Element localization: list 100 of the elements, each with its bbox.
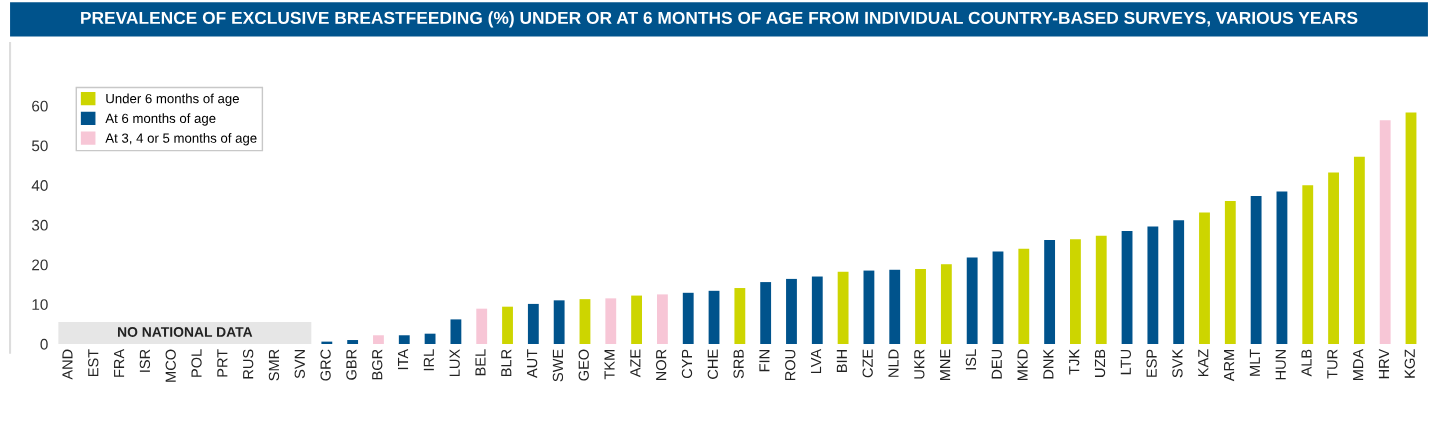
bar (373, 335, 384, 344)
x-tick-label: SVN (294, 350, 305, 379)
x-tick-label: DNK (1043, 349, 1054, 379)
bar (734, 288, 746, 344)
bar (347, 340, 359, 344)
bar (1405, 112, 1417, 344)
bar (760, 282, 772, 344)
bar (1224, 201, 1236, 344)
x-tick-label: MNE (940, 349, 951, 381)
bar (940, 264, 952, 344)
bar (786, 278, 797, 344)
x-tick-label: FIN (759, 350, 770, 372)
x-tick-label: SVK (1172, 349, 1183, 378)
bar (1276, 191, 1288, 344)
x-tick-label: FRA (114, 348, 125, 377)
x-tick-label: GRC (320, 349, 331, 381)
x-tick-label: PRT (217, 349, 228, 377)
x-tick-label: ESP (1146, 349, 1157, 377)
bar (1353, 156, 1365, 344)
bar (708, 290, 720, 344)
bar (631, 295, 643, 344)
bar (1147, 226, 1159, 344)
bar (811, 276, 823, 344)
x-tick-label: ISL (965, 349, 977, 370)
bar (837, 271, 849, 344)
bar (1250, 195, 1262, 344)
legend-label: Under 6 months of age (106, 93, 239, 106)
bar (1095, 235, 1107, 344)
legend-label: At 3, 4 or 5 months of age (105, 133, 257, 146)
x-tick-label: KAZ (1198, 349, 1209, 377)
x-tick-label: BIH (836, 350, 847, 372)
legend-label: At 6 months of age (105, 113, 216, 126)
bar (682, 292, 694, 344)
x-tick-label: BEL (475, 349, 486, 376)
x-tick-label: BGR (372, 349, 383, 380)
bar (1173, 220, 1185, 344)
x-tick-label: RUS (242, 349, 254, 379)
bar (1121, 230, 1133, 344)
bar (1044, 240, 1056, 344)
x-tick-label: CZE (862, 349, 873, 378)
bar (1328, 172, 1339, 344)
x-tick-label: NLD (888, 349, 899, 377)
x-tick-label: SWE (552, 349, 564, 382)
bar (605, 298, 617, 344)
bar (553, 300, 565, 344)
x-tick-label: ROU (785, 349, 796, 381)
x-tick-label: HRV (1378, 348, 1389, 379)
x-tick-label: GEO (578, 349, 589, 381)
x-tick-label: ALB (1301, 349, 1312, 377)
x-tick-label: LTU (1120, 349, 1131, 375)
chart-title: PREVALENCE OF EXCLUSIVE BREASTFEEDING (%) UNDER OR AT 6 MONTHS OF AGE FROM INDIVIDUAL COUNTRY-BASED SURVEYS, VARIOUS YEARS (81, 11, 1358, 28)
x-tick-label: TUR (1327, 349, 1338, 379)
bar (1018, 248, 1030, 344)
x-tick-label: KGZ (1404, 349, 1415, 378)
bar (1199, 212, 1210, 344)
bar (424, 333, 436, 344)
x-tick-label: EST (88, 349, 99, 377)
bar (527, 303, 539, 344)
x-tick-label: LVA (811, 348, 822, 374)
x-tick-label: BLR (501, 349, 512, 377)
x-tick-label: ISR (139, 349, 151, 372)
x-tick-label: UZB (1094, 349, 1106, 377)
x-tick-label: AUT (527, 349, 538, 378)
x-tick-label: AND (62, 349, 73, 380)
bar (476, 308, 488, 344)
x-tick-label: AZE (630, 349, 641, 378)
x-tick-label: SMR (268, 349, 280, 381)
x-tick-label: UKR (914, 349, 925, 379)
x-tick-label: POL (191, 349, 202, 377)
x-tick-label: IRL (423, 349, 434, 371)
bar (398, 335, 410, 344)
y-tick-label: 10 (32, 299, 48, 310)
x-tick-label: GBR (346, 349, 357, 380)
y-tick-label: 30 (31, 219, 48, 231)
x-tick-label: ARM (1224, 350, 1235, 382)
x-tick-label: TKM (604, 350, 615, 380)
x-tick-label: SRB (733, 349, 744, 379)
bar (992, 251, 1004, 344)
y-tick-label: 50 (31, 140, 48, 152)
bar (889, 269, 901, 344)
bar (502, 306, 513, 344)
x-tick-label: MKD (1017, 349, 1028, 381)
x-tick-label: MDA (1353, 348, 1364, 381)
bar (656, 294, 668, 344)
x-tick-label: CYP (681, 349, 693, 379)
y-tick-label: 40 (31, 180, 48, 191)
bar (1302, 185, 1314, 344)
bar (863, 270, 875, 344)
x-tick-label: DEU (991, 349, 1002, 379)
y-tick-label: 0 (40, 338, 48, 350)
x-tick-label: HUN (1275, 350, 1286, 380)
x-tick-label: CHE (707, 349, 718, 379)
bar (579, 299, 591, 344)
x-tick-label: TJK (1069, 349, 1080, 375)
annotation: NO NATIONAL DATA (118, 327, 253, 337)
x-tick-label: ITA (398, 348, 409, 370)
y-tick-label: 60 (32, 100, 48, 112)
x-tick-label: MCO (165, 349, 176, 382)
bar (1379, 120, 1391, 344)
x-tick-label: MLT (1249, 349, 1260, 376)
